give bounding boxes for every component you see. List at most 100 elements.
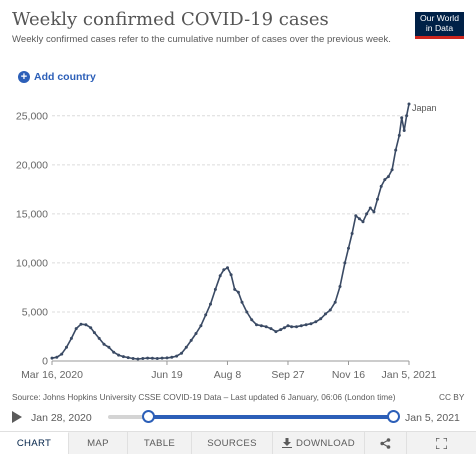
data-point — [136, 357, 140, 361]
data-point — [397, 133, 401, 137]
y-tick-label: 0 — [42, 356, 48, 368]
data-point — [338, 285, 342, 288]
data-point — [236, 290, 240, 294]
x-tick-label: Nov 16 — [332, 369, 365, 381]
data-point — [314, 320, 318, 324]
data-point — [74, 327, 78, 331]
data-point — [184, 345, 188, 349]
data-point — [282, 326, 286, 330]
tab-bar: CHART MAP TABLE SOURCES DOWNLOAD — [0, 431, 476, 454]
data-point — [226, 266, 229, 270]
data-point — [407, 102, 411, 106]
x-tick-label: Aug 8 — [214, 369, 242, 381]
data-point — [255, 323, 258, 327]
data-point — [213, 287, 217, 291]
expand-button[interactable] — [407, 432, 476, 454]
data-point — [126, 356, 130, 360]
x-tick-label: Jan 5, 2021 — [382, 369, 437, 381]
data-point — [290, 325, 294, 329]
share-icon — [380, 437, 391, 449]
data-point — [309, 322, 313, 326]
data-point — [357, 217, 361, 221]
logo-line-2: in Data — [425, 22, 454, 33]
data-point — [405, 114, 409, 118]
y-tick-label: 10,000 — [16, 257, 48, 269]
data-point — [394, 148, 398, 152]
data-point — [121, 355, 125, 359]
download-icon — [282, 438, 293, 448]
data-point — [141, 357, 145, 360]
tab-download-label: DOWNLOAD — [296, 437, 355, 449]
data-point — [55, 355, 59, 359]
y-tick-label: 15,000 — [16, 208, 48, 220]
data-point — [354, 214, 358, 218]
data-point — [79, 322, 83, 326]
timeline-start-handle[interactable] — [142, 410, 155, 423]
data-point — [269, 327, 273, 331]
tab-table[interactable]: TABLE — [128, 432, 192, 454]
x-tick-label: Jun 19 — [151, 369, 183, 381]
timeline-start-label: Jan 28, 2020 — [31, 412, 92, 424]
tab-sources[interactable]: SOURCES — [192, 432, 273, 454]
data-point — [400, 116, 404, 120]
data-point — [84, 323, 88, 327]
y-tick-label: 25,000 — [16, 110, 48, 122]
data-point — [170, 355, 174, 359]
data-point — [319, 317, 323, 321]
data-point — [89, 326, 93, 330]
data-point — [259, 324, 263, 328]
data-point — [60, 352, 64, 356]
timeline-selected-range — [148, 415, 393, 419]
play-icon[interactable] — [12, 411, 22, 423]
data-point — [365, 212, 369, 216]
logo-line-1: Our World — [420, 13, 459, 23]
data-point — [350, 232, 354, 235]
data-point — [107, 345, 111, 349]
data-point — [189, 338, 193, 342]
tab-chart[interactable]: CHART — [0, 432, 69, 454]
data-point — [222, 268, 226, 272]
data-point — [50, 356, 54, 360]
data-point — [218, 274, 222, 278]
timeline-end-handle[interactable] — [387, 410, 400, 423]
data-point — [295, 325, 298, 329]
data-point — [150, 356, 154, 360]
data-point — [361, 220, 365, 224]
data-point — [250, 318, 254, 322]
source-note: Source: Johns Hopkins University CSSE CO… — [12, 392, 396, 402]
timeline: Jan 28, 2020 Jan 5, 2021 — [0, 405, 476, 429]
tab-download[interactable]: DOWNLOAD — [273, 432, 365, 454]
data-point — [69, 336, 73, 340]
data-point — [194, 332, 198, 335]
x-tick-label: Sep 27 — [271, 369, 304, 381]
data-point — [347, 246, 350, 250]
license-link[interactable]: CC BY — [439, 392, 465, 402]
plus-circle-icon: + — [18, 71, 30, 83]
line-chart[interactable]: 0 5,000 10,000 15,000 20,000 25,000 Mar 16, 20… — [0, 90, 476, 388]
data-point — [146, 356, 150, 360]
data-point — [245, 310, 249, 314]
data-point — [376, 197, 379, 201]
data-point — [383, 178, 387, 182]
data-point — [175, 354, 179, 358]
owid-logo[interactable]: Our World in Data — [415, 12, 464, 39]
y-tick-label: 5,000 — [22, 306, 48, 318]
data-point — [279, 328, 283, 332]
data-point — [92, 331, 96, 335]
chart-title: Weekly confirmed COVID-19 cases — [12, 9, 329, 30]
x-tick-label: Mar 16, 2020 — [21, 369, 83, 381]
data-point — [343, 261, 347, 265]
data-point — [304, 323, 308, 327]
data-point — [155, 357, 159, 360]
share-button[interactable] — [365, 432, 407, 454]
data-point — [204, 313, 208, 317]
data-point — [112, 350, 116, 354]
add-country-button[interactable]: + Add country — [18, 71, 96, 83]
data-point — [386, 175, 390, 179]
data-point — [209, 302, 212, 306]
tab-map[interactable]: MAP — [69, 432, 128, 454]
data-point — [390, 168, 394, 172]
y-tick-label: 20,000 — [16, 159, 48, 171]
data-point — [299, 324, 303, 328]
data-point — [229, 273, 233, 277]
